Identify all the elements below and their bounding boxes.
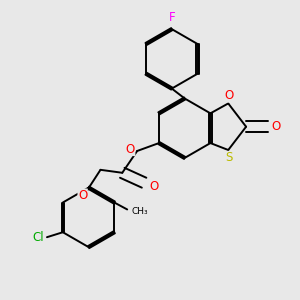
Text: F: F xyxy=(169,11,175,24)
Text: O: O xyxy=(78,189,87,202)
Text: O: O xyxy=(225,89,234,102)
Text: S: S xyxy=(226,152,233,164)
Text: O: O xyxy=(271,120,280,133)
Text: O: O xyxy=(149,180,159,193)
Text: O: O xyxy=(126,142,135,155)
Text: CH₃: CH₃ xyxy=(132,207,148,216)
Text: Cl: Cl xyxy=(32,231,44,244)
